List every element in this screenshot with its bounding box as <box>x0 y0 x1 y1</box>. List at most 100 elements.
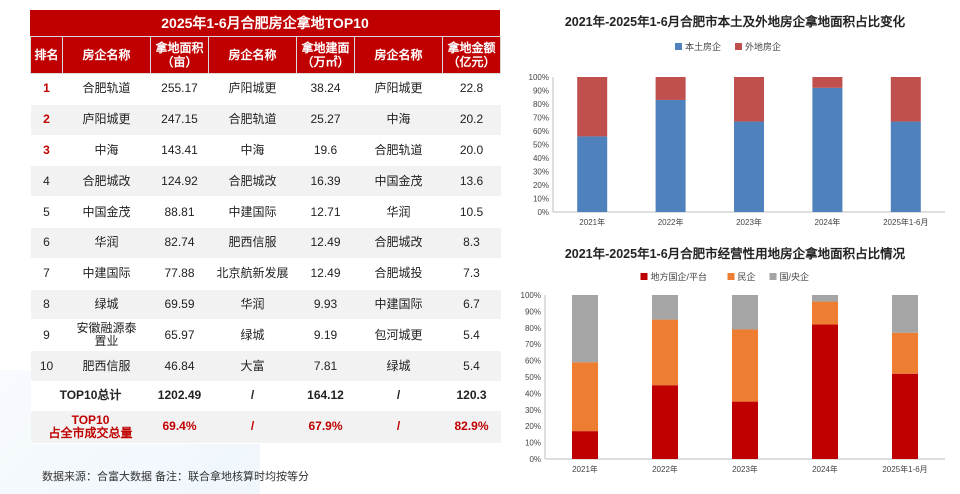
bar-segment <box>577 77 608 137</box>
table-cell: 合肥轨道 <box>354 135 443 167</box>
bar-segment <box>812 295 838 302</box>
legend-label: 国/央企 <box>780 271 810 282</box>
x-tick-label: 2021年 <box>579 217 605 227</box>
x-tick-label: 2025年1-6月 <box>882 464 927 474</box>
legend-label: 地方国企/平台 <box>651 271 708 282</box>
rank-cell: 8 <box>30 289 63 321</box>
table-cell: 46.84 <box>150 350 209 382</box>
y-tick-label: 40% <box>533 154 549 163</box>
table-row: 6 华润 82.74 肥西信服 12.49 合肥城改 8.3 <box>30 227 501 259</box>
table-cell: 中海 <box>208 135 297 167</box>
table-cell: 20.2 <box>442 104 501 136</box>
y-tick-label: 30% <box>525 406 541 415</box>
bar-segment <box>812 324 838 459</box>
footnote: 数据来源：合富大数据 备注：联合拿地核算时均按等分 <box>42 471 310 483</box>
table-cell: 247.15 <box>150 104 209 136</box>
y-tick-label: 70% <box>525 340 541 349</box>
table-cell: 中国金茂 <box>62 196 151 228</box>
y-tick-label: 10% <box>533 195 549 204</box>
y-tick-label: 0% <box>529 455 541 464</box>
bar-segment <box>732 401 758 459</box>
y-tick-label: 20% <box>533 181 549 190</box>
x-tick-label: 2025年1-6月 <box>883 217 928 227</box>
table-cell: 合肥城改 <box>62 165 151 198</box>
table-cell: 庐阳城更 <box>62 104 151 136</box>
table-cell: / <box>354 410 443 444</box>
x-tick-label: 2022年 <box>652 464 678 474</box>
table-cell: 华润 <box>62 227 151 259</box>
legend-label: 外地房企 <box>745 41 781 52</box>
table-cell: 69.59 <box>150 289 209 321</box>
chart-developer-type: 2021年-2025年1-6月合肥市经营性用地房企拿地面积占比情况地方国企/平台… <box>521 246 945 474</box>
table-cell: 包河城更 <box>354 319 443 352</box>
table-cell: 中国金茂 <box>354 165 443 198</box>
bar-segment <box>655 77 686 100</box>
table-row: 1 合肥轨道 255.17 庐阳城更 38.24 庐阳城更 22.8 <box>30 73 501 105</box>
table-cell: 中建国际 <box>62 258 151 290</box>
rank-cell: 1 <box>30 73 63 105</box>
table-cell: 13.6 <box>442 165 501 198</box>
table-cell: 82.74 <box>150 227 209 259</box>
table-header-cell: 房企名称 <box>354 36 443 74</box>
y-tick-label: 70% <box>533 114 549 123</box>
x-tick-label: 2024年 <box>815 217 841 227</box>
rank-cell: 3 <box>30 135 63 167</box>
table-cell: 5.4 <box>442 350 501 382</box>
table-cell: 65.97 <box>150 319 209 352</box>
table-cell: 北京航新发展 <box>208 258 297 290</box>
bar-segment <box>734 121 764 212</box>
table-row: 7 中建国际 77.88 北京航新发展 12.49 合肥城投 7.3 <box>30 258 501 290</box>
y-tick-label: 100% <box>521 291 541 300</box>
bar-segment <box>732 295 758 330</box>
y-tick-label: 80% <box>533 100 549 109</box>
bar-segment <box>812 77 843 88</box>
table-cell: 庐阳城更 <box>208 73 297 105</box>
top10-table-panel: 2025年1-6月合肥房企拿地TOP10 排名 房企名称 拿地面积 （亩） 房企名称 拿地… <box>30 10 501 444</box>
table-cell: 8.3 <box>442 227 501 259</box>
bar-segment <box>890 121 921 212</box>
table-row: 5 中国金茂 88.81 中建国际 12.71 华润 10.5 <box>30 196 501 228</box>
bar-segment <box>572 362 598 432</box>
table-cell: 合肥轨道 <box>208 104 297 136</box>
table-cell: 绿城 <box>208 319 297 352</box>
table-cell: 38.24 <box>296 73 355 105</box>
y-tick-label: 100% <box>529 73 549 82</box>
table-cell: 中海 <box>354 104 443 136</box>
x-tick-label: 2022年 <box>658 217 684 227</box>
y-tick-label: 30% <box>533 168 549 177</box>
table-cell: 12.49 <box>296 227 355 259</box>
table-header-cell: 拿地金额 （亿元） <box>442 36 501 74</box>
legend-label: 民企 <box>738 271 756 282</box>
table-cell: 华润 <box>354 196 443 228</box>
table-header-cell: 排名 <box>30 36 63 74</box>
table-cell: 20.0 <box>442 135 501 167</box>
table-cell: 124.92 <box>150 165 209 198</box>
table-cell: / <box>208 381 297 411</box>
legend-swatch <box>640 273 648 280</box>
y-tick-label: 60% <box>525 357 541 366</box>
table-cell: 164.12 <box>296 381 355 411</box>
table-cell: 9.93 <box>296 289 355 321</box>
table-cell: 19.6 <box>296 135 355 167</box>
x-tick-label: 2023年 <box>736 217 762 227</box>
table-cell: TOP10总计 <box>30 381 151 411</box>
table-cell: 1202.49 <box>150 381 209 411</box>
bar-segment <box>572 431 598 459</box>
table-row: 9 安徽融源泰 置业 65.97 绿城 9.19 包河城更 5.4 <box>30 319 501 352</box>
legend-swatch <box>735 43 742 50</box>
table-cell: 10.5 <box>442 196 501 228</box>
table-cell: 22.8 <box>442 73 501 105</box>
table-cell: 大富 <box>208 350 297 382</box>
table-cell: 25.27 <box>296 104 355 136</box>
table-cell: 合肥轨道 <box>62 73 151 105</box>
y-tick-label: 50% <box>533 141 549 150</box>
legend-swatch <box>727 273 735 280</box>
table-cell: 69.4% <box>150 410 209 444</box>
table-cell: 16.39 <box>296 165 355 198</box>
table-cell: TOP10 占全市成交总量 <box>30 410 151 444</box>
table-cell: 77.88 <box>150 258 209 290</box>
table-cell: / <box>208 410 297 444</box>
legend-swatch <box>675 43 682 50</box>
table-cell: 143.41 <box>150 135 209 167</box>
